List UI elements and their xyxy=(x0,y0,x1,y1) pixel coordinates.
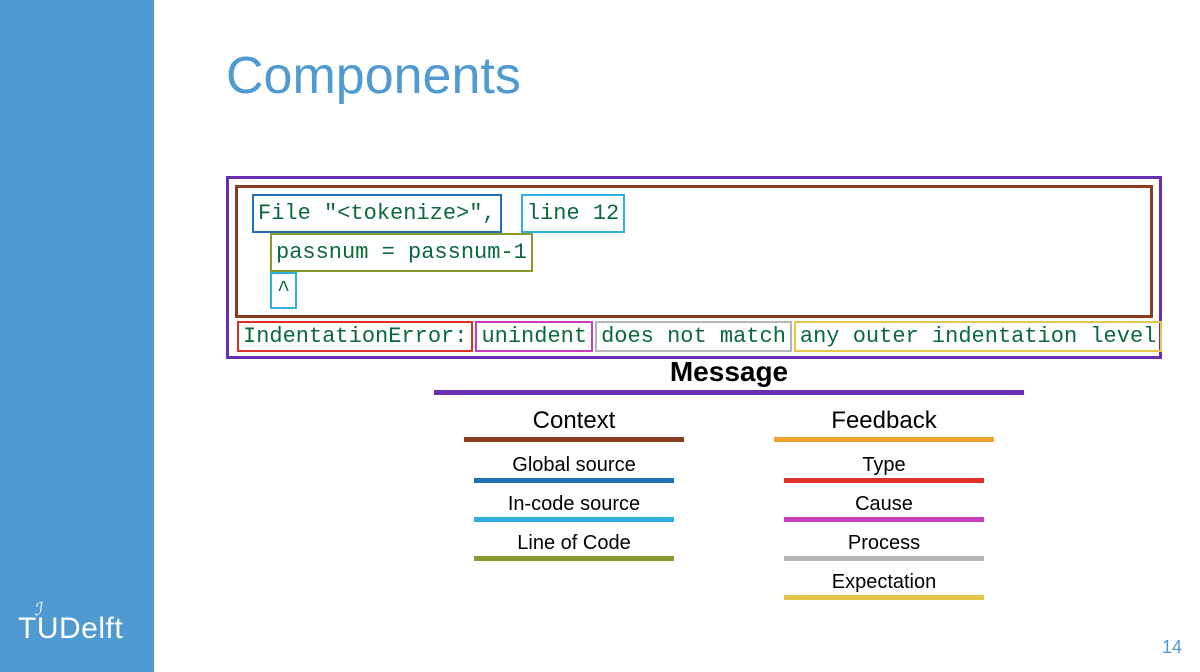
process-segment: does not match xyxy=(595,321,792,352)
bar-line-of-code xyxy=(474,556,674,561)
page-number: 14 xyxy=(1162,637,1182,658)
context-line-3: ^ xyxy=(252,272,1142,309)
global-source-segment: File "<tokenize>", xyxy=(252,194,502,233)
legend-item-process: Process xyxy=(774,532,994,555)
incode-source-segment: line 12 xyxy=(521,194,625,233)
error-message-box: File "<tokenize>", line 12 passnum = pas… xyxy=(226,176,1162,359)
legend-message-bar xyxy=(434,390,1024,395)
legend-columns: Context Global source In-code source Lin… xyxy=(414,407,1044,604)
caret-segment: ^ xyxy=(270,272,297,309)
legend: Message Context Global source In-code so… xyxy=(414,356,1044,604)
type-segment: IndentationError: xyxy=(237,321,473,352)
sidebar: ℐ TUDelft xyxy=(0,0,154,672)
legend-item-type: Type xyxy=(774,454,994,477)
content-area: Components File "<tokenize>", line 12 pa… xyxy=(154,0,1200,672)
context-line-1: File "<tokenize>", line 12 xyxy=(252,194,1142,233)
feedback-line: IndentationError: unindent does not matc… xyxy=(237,321,1151,352)
legend-context-bar xyxy=(464,437,684,442)
logo-delft: Delft xyxy=(59,612,123,645)
bar-expectation xyxy=(784,595,984,600)
bar-incode-source xyxy=(474,517,674,522)
legend-feedback-title: Feedback xyxy=(774,407,994,435)
tu-delft-logo: ℐ TUDelft xyxy=(18,612,123,646)
legend-item-global: Global source xyxy=(464,454,684,477)
page-title: Components xyxy=(226,46,521,106)
context-line-2: passnum = passnum-1 xyxy=(252,233,1142,272)
flame-icon: ℐ xyxy=(33,600,44,621)
legend-context-title: Context xyxy=(464,407,684,435)
legend-item-expect: Expectation xyxy=(774,571,994,594)
legend-item-loc: Line of Code xyxy=(464,532,684,555)
cause-segment: unindent xyxy=(475,321,593,352)
legend-context-col: Context Global source In-code source Lin… xyxy=(464,407,684,604)
legend-message-title: Message xyxy=(414,356,1044,388)
legend-item-incode: In-code source xyxy=(464,493,684,516)
bar-type xyxy=(784,478,984,483)
expectation-segment: any outer indentation level xyxy=(794,321,1162,352)
legend-feedback-col: Feedback Type Cause Process Expectation xyxy=(774,407,994,604)
bar-global-source xyxy=(474,478,674,483)
legend-item-cause: Cause xyxy=(774,493,994,516)
bar-process xyxy=(784,556,984,561)
slide: ℐ TUDelft Components File "<tokenize>", … xyxy=(0,0,1200,672)
bar-cause xyxy=(784,517,984,522)
feedback-box: IndentationError: unindent does not matc… xyxy=(235,321,1153,352)
legend-feedback-bar xyxy=(774,437,994,442)
context-box: File "<tokenize>", line 12 passnum = pas… xyxy=(235,185,1153,318)
line-of-code-segment: passnum = passnum-1 xyxy=(270,233,533,272)
